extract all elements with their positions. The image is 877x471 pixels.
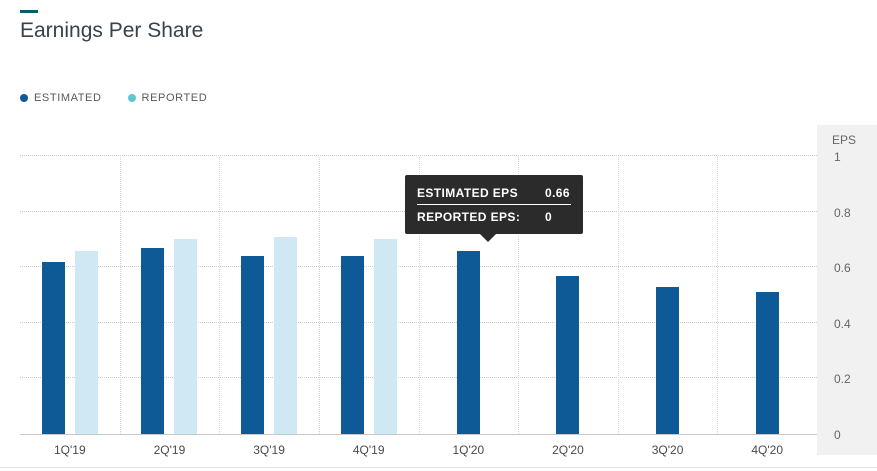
y-tick-label: 0: [834, 428, 841, 442]
bar-group-2q20: [518, 157, 618, 434]
y-tick-label: 0.4: [834, 316, 851, 331]
bar-reported-1q19[interactable]: [74, 250, 98, 434]
tooltip-reported-value: 0: [545, 209, 553, 224]
bar-estimated-1q19[interactable]: [41, 261, 65, 434]
bar-group-4q19: [319, 157, 419, 434]
bar-reported-2q19[interactable]: [174, 239, 198, 434]
legend-item-estimated[interactable]: ESTIMATED: [20, 92, 102, 104]
y-tick-label: 0.2: [834, 372, 851, 387]
x-label-1q19: 1Q'19: [53, 443, 86, 457]
title-accent-line: [20, 10, 38, 13]
bar-groups: [20, 157, 817, 434]
x-axis-labels: 1Q'19 2Q'19 3Q'19 4Q'19 1Q'20 2Q'20 3Q'20 4Q'20: [20, 443, 817, 457]
legend-label-reported: REPORTED: [141, 92, 208, 104]
bar-estimated-4q20[interactable]: [755, 292, 779, 434]
bar-estimated-2q20[interactable]: [556, 275, 580, 434]
tooltip-pointer-arrow-icon: [480, 234, 496, 242]
bar-estimated-1q20[interactable]: [456, 250, 480, 434]
bar-group-3q19: [219, 157, 319, 434]
bar-group-1q20: [419, 157, 519, 434]
x-label-3q20: 3Q'20: [651, 443, 684, 457]
estimated-legend-dot-icon: [20, 94, 28, 102]
chart-tooltip: ESTIMATED EPS 0.66 REPORTED EPS: 0: [405, 175, 583, 242]
v-gridline: [318, 157, 320, 434]
x-label-2q20: 2Q'20: [552, 443, 584, 457]
tooltip-reported-label: REPORTED EPS:: [417, 209, 521, 224]
chart-bottom-border: [0, 467, 877, 468]
page-title: Earnings Per Share: [20, 19, 204, 42]
bar-estimated-3q20[interactable]: [656, 286, 680, 434]
plot-area: [20, 155, 817, 435]
v-gridline: [717, 157, 719, 434]
chart-legend: ESTIMATED REPORTED: [20, 92, 207, 104]
tooltip-estimated-label: ESTIMATED EPS: [417, 185, 518, 200]
bar-group-2q19: [120, 157, 220, 434]
y-tick-label: 1: [834, 150, 841, 164]
v-gridline: [418, 157, 420, 434]
bar-estimated-2q19[interactable]: [141, 247, 165, 434]
legend-label-estimated: ESTIMATED: [34, 92, 102, 104]
y-axis-label: EPS: [832, 133, 857, 147]
tooltip-row-estimated: ESTIMATED EPS 0.66: [417, 181, 571, 204]
x-label-2q19: 2Q'19: [153, 443, 186, 457]
bar-group-3q20: [618, 157, 718, 434]
bar-estimated-4q19[interactable]: [340, 256, 364, 434]
x-label-4q19: 4Q'19: [352, 443, 385, 457]
tooltip-separator: [417, 204, 571, 205]
v-gridline: [219, 157, 221, 434]
y-tick-label: 0.8: [834, 205, 851, 220]
v-gridline: [119, 157, 121, 434]
bar-reported-3q19[interactable]: [274, 236, 298, 434]
bar-reported-4q19[interactable]: [373, 239, 397, 434]
x-label-3q19: 3Q'19: [253, 443, 285, 457]
bar-group-1q19: [20, 157, 120, 434]
h-gridline: [20, 155, 817, 156]
v-gridline: [617, 157, 619, 434]
bar-estimated-3q19[interactable]: [241, 256, 265, 434]
x-label-4q20: 4Q'20: [751, 443, 784, 457]
reported-legend-dot-icon: [127, 94, 136, 102]
legend-item-reported[interactable]: REPORTED: [127, 92, 208, 104]
x-label-1q20: 1Q'20: [452, 443, 485, 457]
tooltip-estimated-value: 0.66: [545, 185, 570, 200]
y-axis-panel: EPS 0 0.2 0.4 0.6 0.8 1: [817, 125, 877, 455]
v-gridline: [518, 157, 520, 434]
y-tick-label: 0.6: [834, 261, 851, 276]
tooltip-row-reported: REPORTED EPS: 0: [417, 205, 571, 228]
bar-group-4q20: [717, 157, 817, 434]
